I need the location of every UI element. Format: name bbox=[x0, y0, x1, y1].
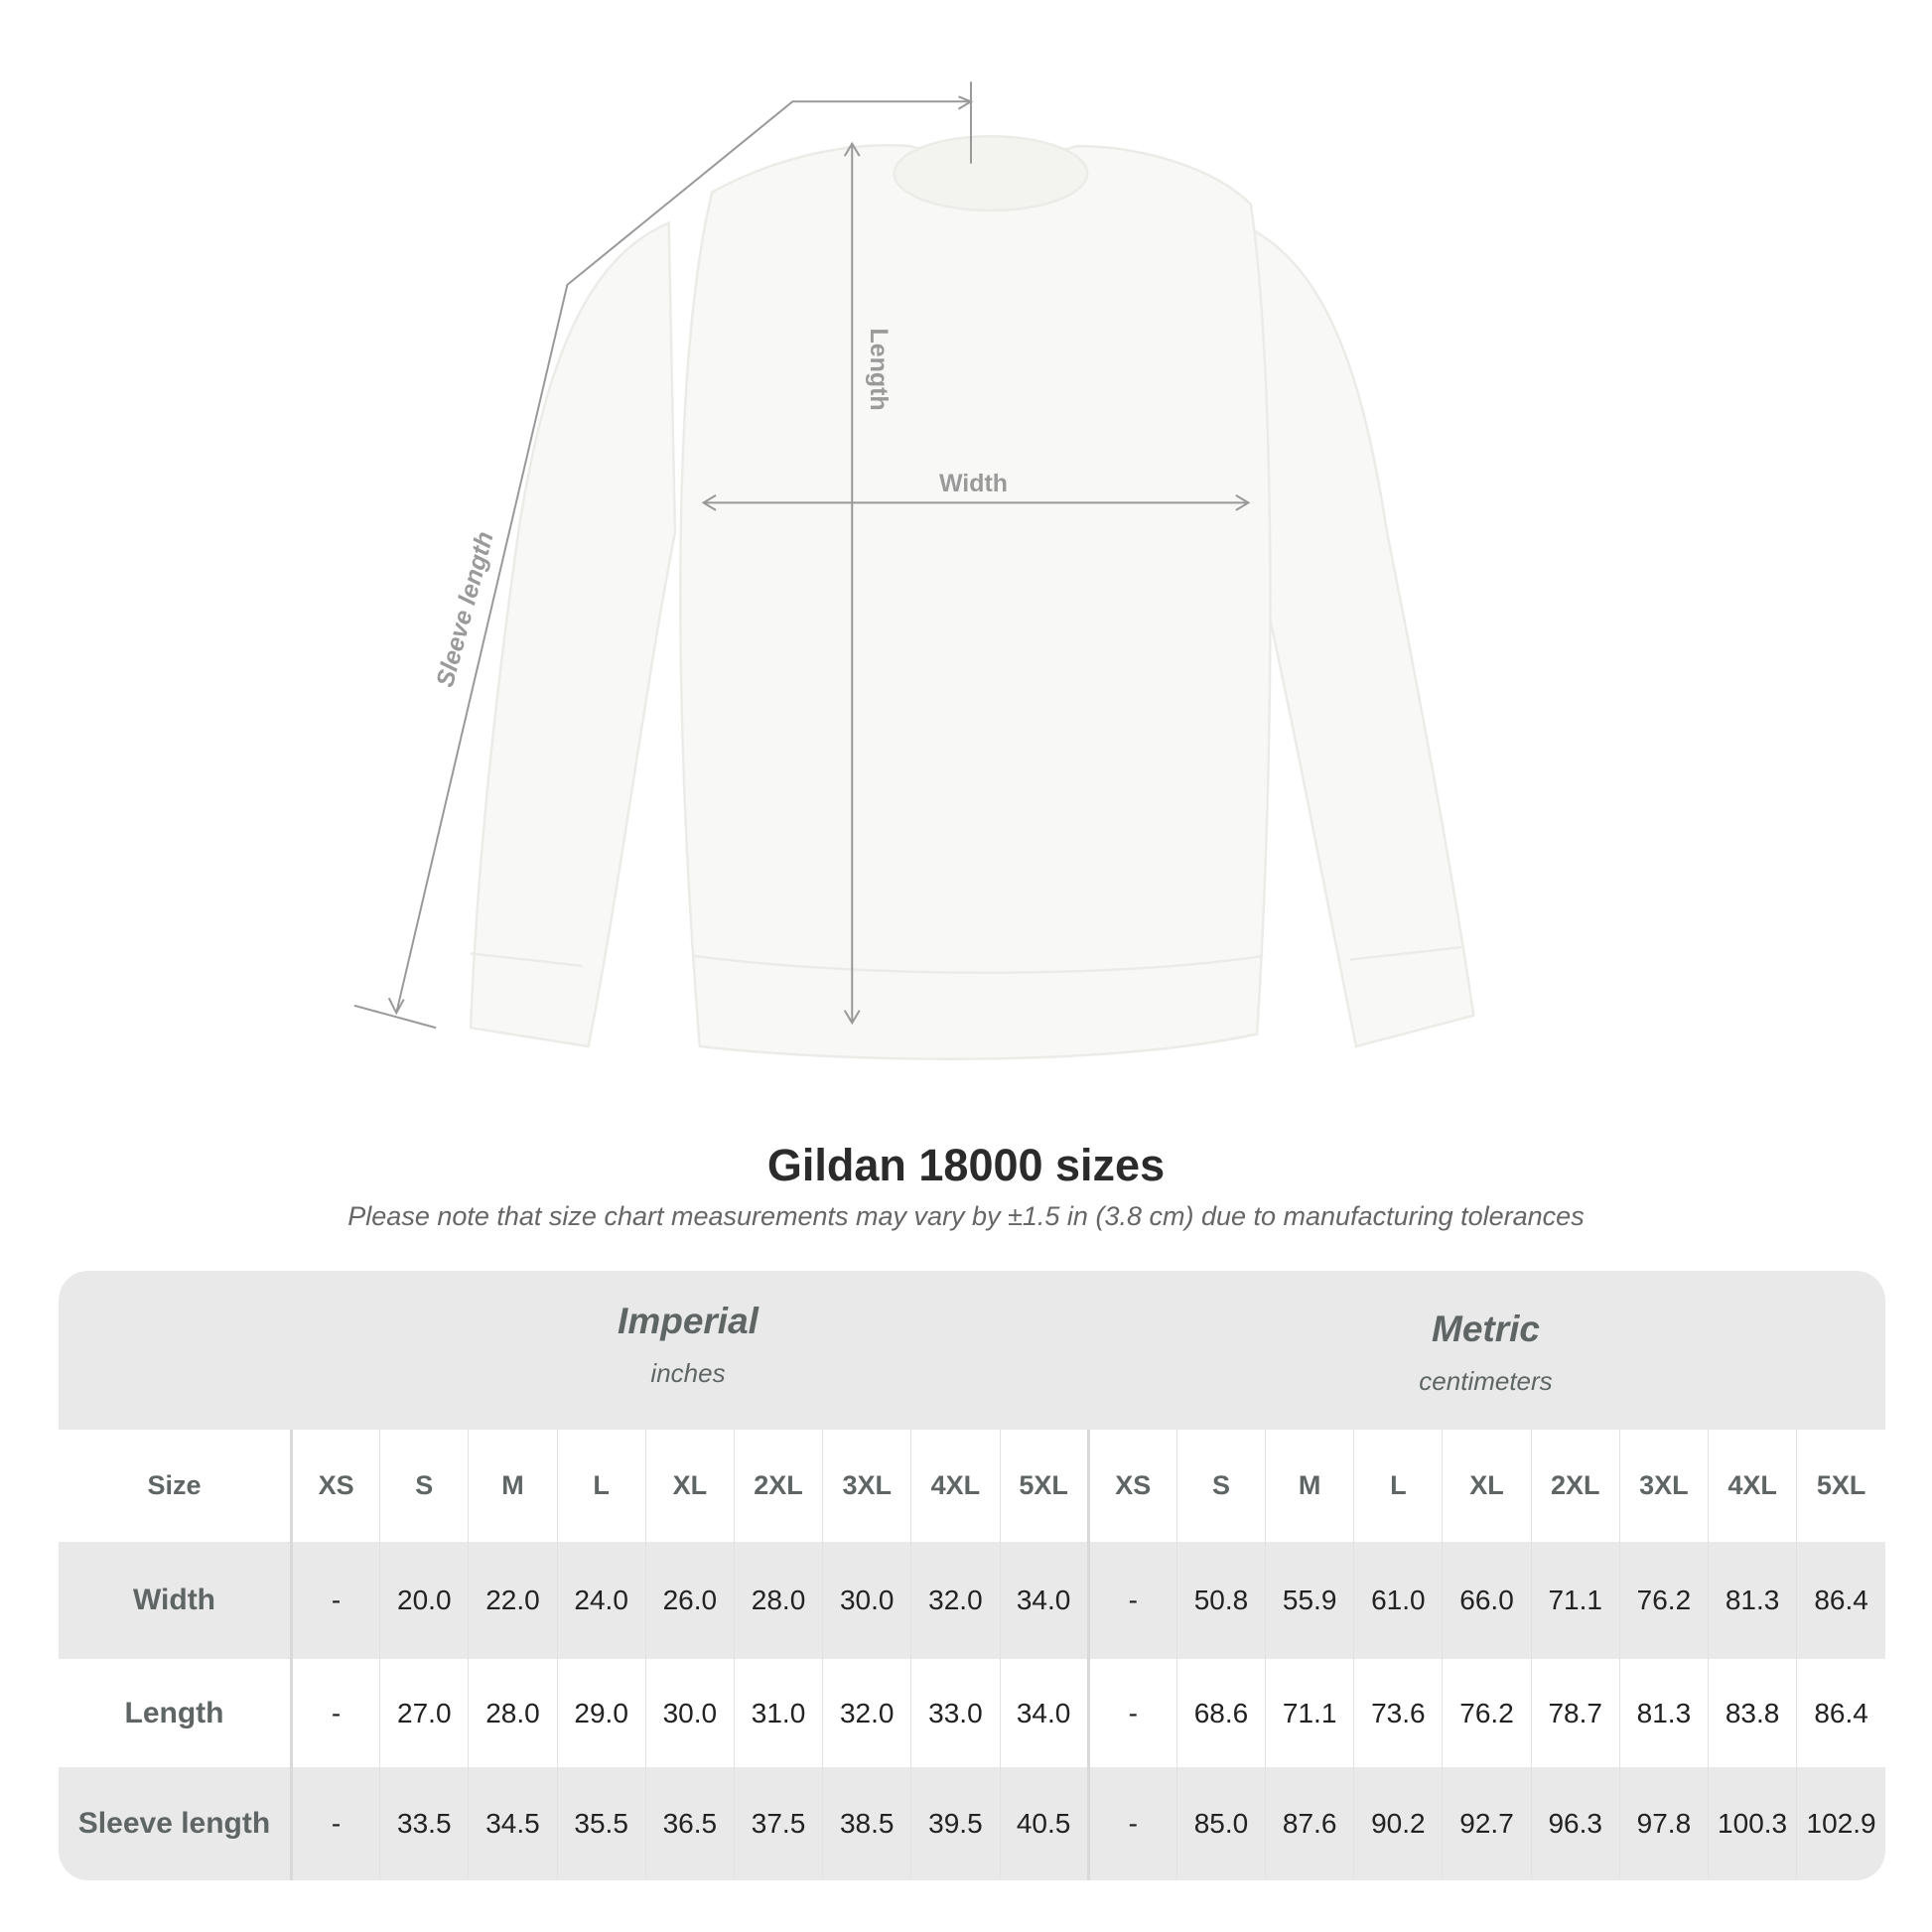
metric-value-cell: - bbox=[1086, 1767, 1177, 1880]
metric-value-cell: 102.9 bbox=[1796, 1767, 1885, 1880]
imperial-value-cell: - bbox=[289, 1659, 380, 1767]
imperial-size-header: 4XL bbox=[910, 1430, 1000, 1542]
page-title: Gildan 18000 sizes bbox=[766, 1140, 1166, 1190]
imperial-value-cell: - bbox=[289, 1542, 380, 1659]
tolerance-note: Please note that size chart measurements… bbox=[347, 1201, 1585, 1231]
metric-value-cell: 66.0 bbox=[1442, 1542, 1532, 1659]
metric-size-header: S bbox=[1175, 1430, 1266, 1542]
metric-size-header: XS bbox=[1086, 1430, 1177, 1542]
row-label: Width bbox=[59, 1542, 292, 1659]
imperial-value-cell: 27.0 bbox=[379, 1659, 469, 1767]
metric-size-header: 5XL bbox=[1796, 1430, 1885, 1542]
imperial-value-cell: 32.0 bbox=[822, 1659, 911, 1767]
metric-value-cell: 78.7 bbox=[1530, 1659, 1620, 1767]
metric-value-cell: - bbox=[1086, 1659, 1177, 1767]
metric-value-cell: 50.8 bbox=[1175, 1542, 1266, 1659]
metric-value-cell: 76.2 bbox=[1618, 1542, 1709, 1659]
metric-value-cell: 71.1 bbox=[1265, 1659, 1354, 1767]
sweatshirt-illustration bbox=[469, 134, 1475, 1060]
table-row: Length -27.0 28.0 29.0 30.0 31.0 32.0 33.0 34.0-… bbox=[59, 1659, 1885, 1767]
size-chart-table: Imperial inches Metric centimeters Size X… bbox=[59, 1271, 1885, 1880]
size-label: Size bbox=[147, 1470, 202, 1500]
imperial-value-cell: 32.0 bbox=[910, 1542, 1000, 1659]
imperial-size-header: XS bbox=[289, 1430, 380, 1542]
table-row: Width -20.0 22.0 24.0 26.0 28.0 30.0 32.0 34.0-5… bbox=[59, 1542, 1885, 1659]
metric-size-header: 4XL bbox=[1707, 1430, 1797, 1542]
metric-value-cell: - bbox=[1086, 1542, 1177, 1659]
metric-value-cell: 55.9 bbox=[1265, 1542, 1354, 1659]
metric-value-cell: 73.6 bbox=[1353, 1659, 1443, 1767]
metric-value-cell: 100.3 bbox=[1707, 1767, 1797, 1880]
row-label: Length bbox=[59, 1659, 292, 1767]
metric-value-cell: 92.7 bbox=[1442, 1767, 1532, 1880]
imperial-size-header: 2XL bbox=[733, 1430, 823, 1542]
imperial-value-cell: 28.0 bbox=[468, 1659, 558, 1767]
imperial-value-cell: 35.5 bbox=[556, 1767, 646, 1880]
imperial-size-header: L bbox=[556, 1430, 646, 1542]
imperial-value-cell: 40.5 bbox=[999, 1767, 1089, 1880]
metric-size-header: 2XL bbox=[1530, 1430, 1620, 1542]
metric-value-cell: 90.2 bbox=[1353, 1767, 1443, 1880]
imperial-value-cell: 31.0 bbox=[733, 1659, 823, 1767]
imperial-value-cell: 33.0 bbox=[910, 1659, 1000, 1767]
metric-size-header: M bbox=[1265, 1430, 1354, 1542]
measurement-lines bbox=[353, 81, 1251, 1030]
metric-value-cell: 86.4 bbox=[1796, 1542, 1885, 1659]
imperial-value-cell: 39.5 bbox=[910, 1767, 1000, 1880]
imperial-size-header: 5XL bbox=[999, 1430, 1089, 1542]
sweatshirt-diagram: Length Width Sleeve length bbox=[353, 81, 1475, 1060]
imperial-value-cell: 30.0 bbox=[644, 1659, 735, 1767]
imperial-title: Imperial bbox=[618, 1301, 759, 1341]
metric-value-cell: 68.6 bbox=[1175, 1659, 1266, 1767]
imperial-unit: inches bbox=[650, 1358, 726, 1388]
imperial-value-cell: 30.0 bbox=[822, 1542, 911, 1659]
imperial-value-cell: 34.0 bbox=[999, 1542, 1089, 1659]
imperial-value-cell: 29.0 bbox=[556, 1659, 646, 1767]
imperial-size-header: XL bbox=[644, 1430, 735, 1542]
imperial-value-cell: 26.0 bbox=[644, 1542, 735, 1659]
metric-value-cell: 87.6 bbox=[1265, 1767, 1354, 1880]
imperial-value-cell: 34.0 bbox=[999, 1659, 1089, 1767]
imperial-size-header: 3XL bbox=[822, 1430, 911, 1542]
width-label: Width bbox=[939, 470, 1008, 497]
metric-header: Metric centimeters bbox=[1086, 1309, 1885, 1397]
length-label: Length bbox=[865, 329, 893, 411]
imperial-size-header: M bbox=[468, 1430, 558, 1542]
metric-value-cell: 71.1 bbox=[1530, 1542, 1620, 1659]
metric-size-header: 3XL bbox=[1618, 1430, 1709, 1542]
table-row: Sleeve length -33.5 34.5 35.5 36.5 37.5 38.5 39… bbox=[59, 1767, 1885, 1880]
imperial-value-cell: 38.5 bbox=[822, 1767, 911, 1880]
metric-unit: centimeters bbox=[1419, 1366, 1553, 1396]
metric-value-cell: 61.0 bbox=[1353, 1542, 1443, 1659]
unit-header-band bbox=[59, 1271, 1885, 1430]
imperial-value-cell: 24.0 bbox=[556, 1542, 646, 1659]
metric-value-cell: 81.3 bbox=[1707, 1542, 1797, 1659]
imperial-value-cell: 34.5 bbox=[468, 1767, 558, 1880]
metric-value-cell: 81.3 bbox=[1618, 1659, 1709, 1767]
metric-value-cell: 86.4 bbox=[1796, 1659, 1885, 1767]
metric-value-cell: 85.0 bbox=[1175, 1767, 1266, 1880]
row-label: Sleeve length bbox=[59, 1767, 292, 1880]
metric-value-cell: 96.3 bbox=[1530, 1767, 1620, 1880]
metric-value-cell: 76.2 bbox=[1442, 1659, 1532, 1767]
imperial-value-cell: 36.5 bbox=[644, 1767, 735, 1880]
metric-title: Metric bbox=[1432, 1309, 1540, 1349]
metric-value-cell: 83.8 bbox=[1707, 1659, 1797, 1767]
size-header-row: Size XS S M L XL 2XL 3XL 4XL 5XL XS S M L XL 2XL 3XL 4XL 5… bbox=[59, 1430, 1885, 1542]
imperial-value-cell: 33.5 bbox=[379, 1767, 469, 1880]
imperial-header: Imperial inches bbox=[290, 1301, 1086, 1389]
imperial-value-cell: 22.0 bbox=[468, 1542, 558, 1659]
imperial-value-cell: 37.5 bbox=[733, 1767, 823, 1880]
imperial-size-header: S bbox=[379, 1430, 469, 1542]
sleeve-length-label: Sleeve length bbox=[431, 528, 499, 690]
size-table: Size XS S M L XL 2XL 3XL 4XL 5XL XS S M L XL 2XL 3XL 4XL 5… bbox=[59, 1430, 1885, 1880]
imperial-value-cell: - bbox=[289, 1767, 380, 1880]
metric-size-header: L bbox=[1353, 1430, 1443, 1542]
metric-value-cell: 97.8 bbox=[1618, 1767, 1709, 1880]
imperial-value-cell: 28.0 bbox=[733, 1542, 823, 1659]
imperial-value-cell: 20.0 bbox=[379, 1542, 469, 1659]
metric-size-header: XL bbox=[1442, 1430, 1532, 1542]
